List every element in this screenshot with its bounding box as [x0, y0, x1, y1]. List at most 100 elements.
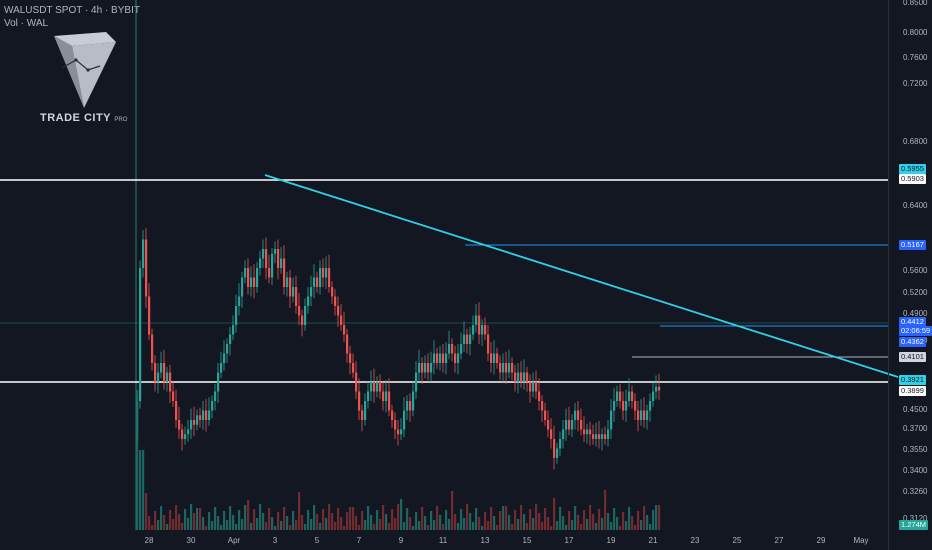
candle-up — [214, 391, 217, 401]
candle-up — [472, 325, 475, 335]
volume-bar — [304, 524, 307, 530]
candle-down — [580, 420, 583, 430]
price-tick-label: 0.3120 — [903, 514, 928, 523]
volume-bar — [340, 517, 343, 530]
candle-up — [244, 268, 247, 278]
candle-up — [469, 334, 472, 344]
volume-bar — [160, 506, 163, 530]
volume-bar — [178, 514, 181, 530]
volume-bar — [277, 512, 280, 530]
candle-down — [499, 363, 502, 373]
candle-down — [505, 363, 508, 373]
price-tick-label: 0.7600 — [903, 53, 928, 62]
symbol-title[interactable]: WALUSDT SPOT · 4h · BYBIT — [4, 5, 140, 16]
candle-up — [433, 353, 436, 363]
volume-bar — [565, 525, 568, 530]
candle-up — [559, 439, 562, 449]
candle-up — [235, 306, 238, 325]
volume-title[interactable]: Vol · WAL — [4, 18, 49, 29]
candle-down — [421, 363, 424, 373]
candle-up — [646, 410, 649, 420]
candle-up — [595, 434, 598, 439]
candle-up — [412, 391, 415, 411]
volume-bar — [190, 504, 193, 530]
volume-bar — [259, 504, 262, 530]
volume-bar — [562, 516, 565, 530]
time-tick-label: 30 — [187, 536, 196, 545]
volume-bar — [397, 504, 400, 530]
volume-bar — [640, 520, 643, 530]
candle-up — [523, 372, 526, 382]
volume-bar — [421, 507, 424, 530]
volume-bar — [502, 506, 505, 530]
time-tick-label: 29 — [817, 536, 826, 545]
volume-bar — [172, 519, 175, 530]
candle-up — [376, 382, 379, 392]
volume-bar — [535, 504, 538, 530]
volume-bar — [580, 524, 583, 530]
volume-bar — [544, 508, 547, 530]
candle-down — [484, 325, 487, 335]
tradecity-logo: TRADE CITY PRO — [40, 30, 132, 130]
volume-bar — [634, 525, 637, 530]
volume-bar — [646, 515, 649, 530]
candle-down — [151, 334, 154, 363]
candle-up — [202, 410, 205, 420]
volume-bar — [319, 523, 322, 530]
volume-bar — [253, 509, 256, 530]
time-tick-label: 15 — [523, 536, 532, 545]
volume-bar — [631, 516, 634, 530]
price-tag: 0.5167 — [899, 240, 926, 250]
volume-bar — [295, 520, 298, 530]
volume-bar — [355, 516, 358, 530]
candle-down — [388, 391, 391, 411]
volume-bar — [547, 517, 550, 530]
volume-bar — [271, 517, 274, 530]
candle-up — [160, 363, 163, 373]
candle-down — [346, 334, 349, 354]
volume-bar — [358, 525, 361, 530]
candle-up — [571, 420, 574, 430]
candle-up — [220, 363, 223, 373]
volume-bar — [655, 505, 658, 530]
volume-bar — [496, 525, 499, 530]
candle-down — [343, 325, 346, 335]
volume-bar — [523, 514, 526, 530]
price-tick-label: 0.4900 — [903, 309, 928, 318]
volume-bar — [316, 514, 319, 530]
cube-logo-icon — [54, 32, 116, 108]
candle-up — [616, 391, 619, 401]
candle-up — [556, 448, 559, 458]
candle-down — [541, 401, 544, 411]
volume-bar — [376, 510, 379, 530]
volume-bar — [589, 505, 592, 530]
candle-up — [286, 277, 289, 287]
candle-up — [625, 401, 628, 411]
volume-bar — [619, 526, 622, 530]
volume-bar — [382, 505, 385, 530]
candle-up — [367, 391, 370, 401]
candle-down — [175, 401, 178, 420]
candle-up — [601, 434, 604, 439]
candle-down — [148, 296, 151, 335]
candle-up — [229, 334, 232, 344]
candle-down — [295, 287, 298, 306]
candle-up — [457, 353, 460, 363]
volume-bar — [301, 515, 304, 530]
volume-bar — [205, 526, 208, 530]
candle-up — [517, 372, 520, 382]
candle-up — [274, 249, 277, 254]
price-tick-label: 0.3260 — [903, 487, 928, 496]
candle-down — [337, 306, 340, 316]
volume-bar — [490, 507, 493, 530]
volume-bar — [337, 508, 340, 530]
volume-bar — [211, 521, 214, 530]
candle-down — [391, 410, 394, 420]
volume-bar — [343, 526, 346, 530]
candle-up — [640, 410, 643, 420]
candle-up — [184, 434, 187, 439]
volume-bar — [187, 518, 190, 530]
candle-down — [643, 410, 646, 420]
